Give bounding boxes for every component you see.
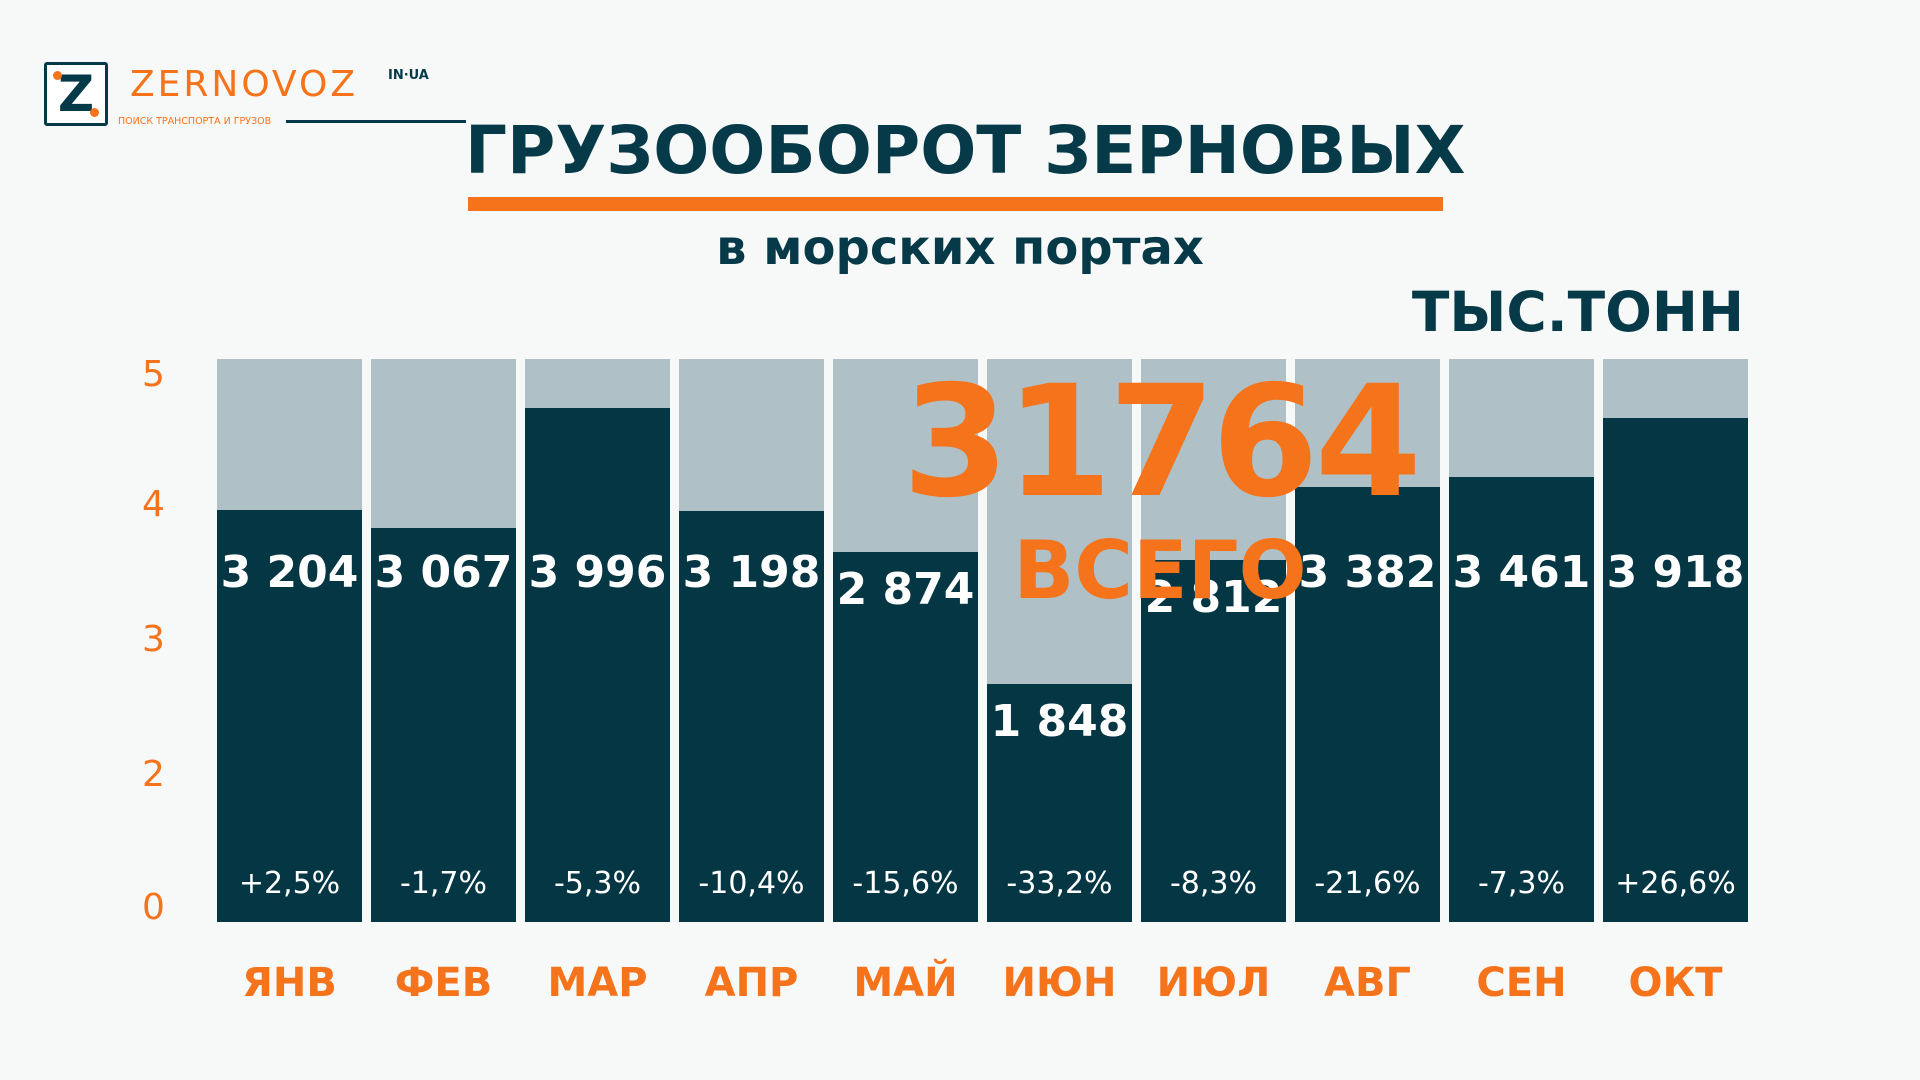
logo-dot-bottom [90, 108, 99, 117]
x-axis-label: ФЕВ [394, 960, 493, 1006]
brand-name: ZERNOVOZ [130, 64, 359, 105]
bar-ИЮН [987, 684, 1132, 922]
bar-МАЙ [833, 552, 978, 922]
y-tick-label: 3 [142, 619, 165, 660]
logo-mark: Z [44, 62, 108, 126]
bar-change-label: +26,6% [1615, 866, 1736, 901]
x-axis-label: АПР [704, 960, 799, 1006]
x-axis-label: МАР [547, 960, 648, 1006]
bar-value-label: 3 918 [1606, 547, 1745, 598]
bar-ФЕВ [371, 528, 516, 922]
y-tick-label: 4 [142, 484, 165, 525]
y-tick-label: 2 [142, 754, 165, 795]
bar-value-label: 3 461 [1452, 547, 1591, 598]
logo-dot-top [53, 71, 62, 80]
bar-change-label: -7,3% [1477, 866, 1566, 901]
brand-tagline: ПОИСК ТРАНСПОРТА И ГРУЗОВ [118, 116, 272, 127]
chart-title: ГРУЗООБОРОТ ЗЕРНОВЫХ [465, 112, 1466, 189]
brand-underline [286, 120, 466, 123]
bar-value-label: 3 204 [220, 547, 359, 598]
x-axis-label: МАЙ [853, 960, 958, 1006]
logo-letter: Z [57, 65, 95, 123]
y-tick-label: 0 [142, 887, 165, 928]
bar-ОКТ [1603, 418, 1748, 922]
bar-СЕН [1449, 477, 1594, 922]
x-axis-label: ОКТ [1628, 960, 1723, 1006]
unit-label: ТЫС.ТОНН [1411, 280, 1744, 344]
bar-МАР [525, 408, 670, 922]
y-tick-label: 5 [142, 354, 165, 395]
x-axis-label: ИЮН [1002, 960, 1117, 1006]
bar-АВГ [1295, 487, 1440, 922]
brand-logo: Z ZERNOVOZ IN·UA ПОИСК ТРАНСПОРТА И ГРУЗ… [44, 62, 466, 134]
bar-value-label: 2 874 [836, 564, 975, 615]
brand-domain-suffix: IN·UA [388, 68, 429, 83]
bar-АПР [679, 511, 824, 922]
bar-change-label: -8,3% [1169, 866, 1258, 901]
bar-change-label: -21,6% [1314, 866, 1421, 901]
x-axis-label: ИЮЛ [1156, 960, 1271, 1006]
total-label: ВСЕГО [1013, 524, 1307, 617]
bar-value-label: 3 198 [682, 547, 821, 598]
bar-value-label: 2 812 [1144, 572, 1283, 623]
chart-subtitle: в морских портах [716, 220, 1204, 276]
bar-ИЮЛ [1141, 560, 1286, 922]
bar-value-label: 3 067 [374, 547, 513, 598]
bar-change-label: -5,3% [553, 866, 642, 901]
bar-change-label: -1,7% [399, 866, 488, 901]
x-axis-label: СЕН [1476, 960, 1567, 1006]
bar-value-label: 1 848 [990, 696, 1129, 747]
bar-value-label: 3 996 [528, 547, 667, 598]
x-axis-label: ЯНВ [242, 960, 337, 1006]
bar-change-label: +2,5% [238, 866, 341, 901]
total-value: 31764 [902, 353, 1422, 532]
x-axis-label: АВГ [1324, 960, 1411, 1006]
bar-change-label: -10,4% [698, 866, 805, 901]
bar-change-label: -15,6% [852, 866, 959, 901]
bar-ЯНВ [217, 510, 362, 922]
bar-change-label: -33,2% [1006, 866, 1113, 901]
bar-value-label: 3 382 [1298, 547, 1437, 598]
title-underline [468, 197, 1443, 211]
